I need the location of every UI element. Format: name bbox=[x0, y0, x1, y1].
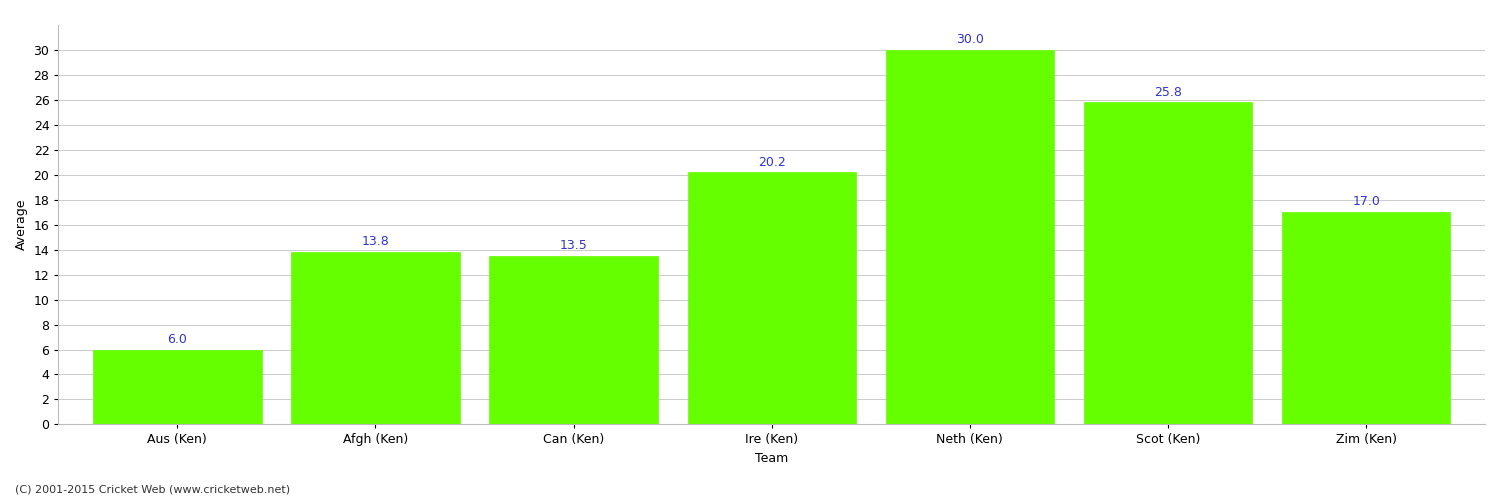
Bar bbox=[93, 350, 261, 424]
Text: 17.0: 17.0 bbox=[1352, 196, 1380, 208]
Text: 6.0: 6.0 bbox=[168, 333, 188, 346]
Y-axis label: Average: Average bbox=[15, 199, 28, 250]
Bar bbox=[291, 252, 459, 424]
Bar bbox=[1282, 212, 1450, 424]
Text: 20.2: 20.2 bbox=[758, 156, 786, 168]
X-axis label: Team: Team bbox=[754, 452, 789, 465]
Text: (C) 2001-2015 Cricket Web (www.cricketweb.net): (C) 2001-2015 Cricket Web (www.cricketwe… bbox=[15, 485, 290, 495]
Bar bbox=[687, 172, 856, 424]
Bar bbox=[885, 50, 1054, 424]
Bar bbox=[489, 256, 658, 424]
Text: 25.8: 25.8 bbox=[1154, 86, 1182, 98]
Text: 13.8: 13.8 bbox=[362, 236, 390, 248]
Text: 13.5: 13.5 bbox=[560, 239, 588, 252]
Text: 30.0: 30.0 bbox=[956, 33, 984, 46]
Bar bbox=[1084, 102, 1252, 424]
